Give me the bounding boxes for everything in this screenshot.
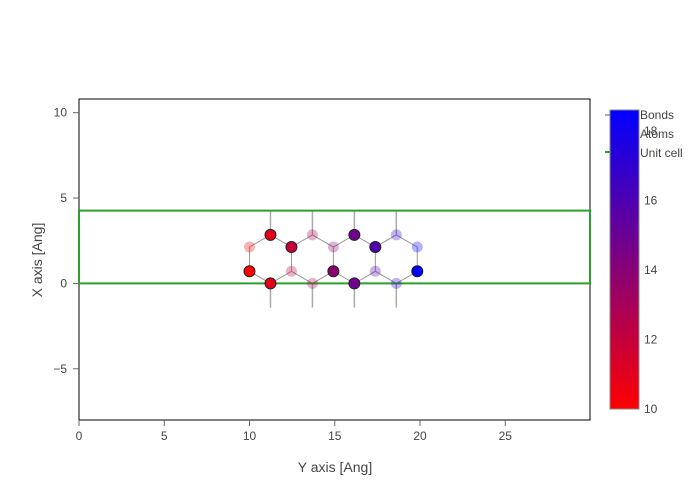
x-tick-label: 5 (161, 429, 168, 443)
atom-marker[interactable] (264, 277, 277, 290)
atom-marker[interactable] (243, 265, 256, 278)
x-tick-label: 25 (499, 429, 513, 443)
bond (396, 234, 418, 248)
colorbar-tick-label: 18 (644, 124, 658, 138)
colorbar: 10 12 14 16 18 (609, 109, 658, 416)
atom-marker[interactable] (348, 277, 361, 290)
atom-marker[interactable] (306, 277, 318, 289)
x-axis-ticks: 0 5 10 15 20 25 (76, 420, 513, 443)
atom-marker[interactable] (244, 241, 256, 253)
unit-cell-outline (78, 209, 591, 285)
x-tick-label: 0 (76, 429, 83, 443)
atoms-layer (243, 228, 424, 290)
plot-frame (78, 98, 591, 421)
atom-marker[interactable] (285, 265, 297, 277)
x-tick-label: 10 (243, 429, 257, 443)
atom-marker[interactable] (306, 229, 318, 241)
plot-area (78, 98, 591, 421)
colorbar-tick-label: 16 (644, 193, 658, 207)
y-tick-label: 5 (60, 191, 67, 205)
atom-marker[interactable] (264, 228, 277, 241)
bond (312, 234, 334, 248)
atom-marker[interactable] (390, 229, 402, 241)
atom-marker[interactable] (390, 277, 402, 289)
colorbar-tick-label: 12 (644, 332, 658, 346)
y-tick-label: −5 (53, 362, 67, 376)
atom-marker[interactable] (411, 265, 424, 278)
legend-unit-cell-label[interactable]: Unit cell (640, 146, 683, 160)
legend[interactable]: Bonds Atoms Unit cell (605, 108, 683, 160)
colorbar-tick-label: 14 (644, 263, 658, 277)
atom-marker[interactable] (369, 241, 382, 254)
y-tick-label: 0 (60, 276, 67, 290)
legend-atoms-label[interactable]: Atoms (640, 127, 674, 141)
atom-marker[interactable] (348, 228, 361, 241)
x-tick-label: 20 (413, 429, 427, 443)
atom-marker[interactable] (369, 265, 381, 277)
y-axis-title: X axis [Ang] (29, 223, 45, 298)
colorbar-tick-label: 10 (644, 402, 658, 416)
bond (291, 270, 313, 284)
atom-marker[interactable] (411, 241, 423, 253)
atom-marker[interactable] (327, 241, 339, 253)
y-axis-ticks: −5 0 5 10 (53, 106, 79, 376)
y-tick-label: 10 (54, 106, 68, 120)
colorbar-ticks: 10 12 14 16 18 (644, 124, 658, 416)
bond (375, 270, 397, 284)
unit-cell-layer (78, 209, 591, 285)
x-tick-label: 15 (328, 429, 342, 443)
legend-bonds-label[interactable]: Bonds (640, 108, 674, 122)
atom-marker[interactable] (285, 241, 298, 254)
x-axis-title: Y axis [Ang] (298, 459, 372, 475)
atom-marker[interactable] (327, 265, 340, 278)
colorbar-gradient (609, 109, 640, 410)
